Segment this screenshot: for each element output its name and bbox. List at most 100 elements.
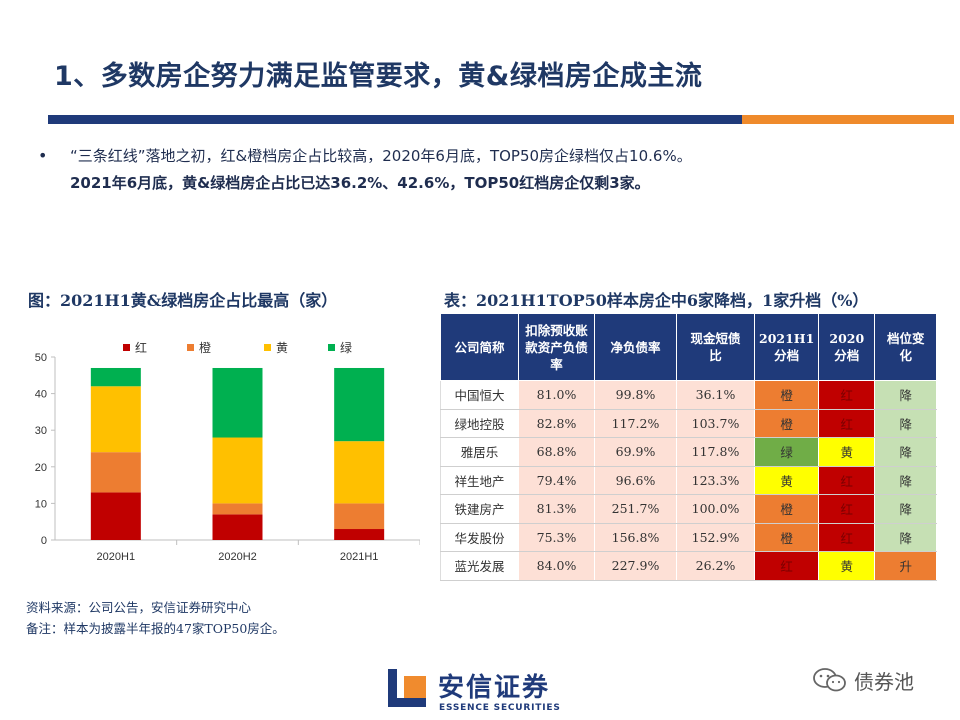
bar-segment-2021H1-黄	[334, 441, 385, 504]
bar-segment-2021H1-绿	[334, 367, 385, 442]
table-header-row: 公司简称 扣除预收账款资产负债率 净负债率 现金短债比 2021H1分档 202…	[440, 313, 938, 381]
cell-tier-2021h1: 红	[753, 551, 820, 581]
cell-tier-change: 降	[874, 408, 938, 438]
cell-company: 雅居乐	[440, 437, 519, 467]
header-net-debt-ratio: 净负债率	[594, 313, 677, 381]
x-tick-label: 2020H2	[218, 551, 257, 563]
cell-tier-2020: 黄	[818, 551, 876, 581]
cell-net-debt-ratio: 227.9%	[594, 551, 677, 581]
cell-cash-short-debt: 117.8%	[676, 437, 755, 467]
cell-tier-change: 升	[874, 551, 938, 581]
cell-tier-2020: 红	[818, 465, 876, 495]
cell-cash-short-debt: 100.0%	[676, 494, 755, 524]
company-logo: 安信证券 ESSENCE SECURITIES	[388, 665, 588, 717]
cell-asset-liability-ratio: 82.8%	[518, 408, 595, 438]
header-tier-change: 档位变化	[874, 313, 938, 381]
y-tick-label: 0	[41, 535, 47, 547]
bar-segment-2020H2-橙	[212, 503, 263, 515]
cell-tier-2021h1: 橙	[753, 494, 820, 524]
cell-tier-2020: 红	[818, 408, 876, 438]
title-bar-navy	[48, 115, 742, 124]
cell-tier-2020: 红	[818, 380, 876, 410]
bar-segment-2020H1-绿	[90, 367, 141, 387]
legend-label-黄: 黄	[276, 341, 288, 355]
cell-tier-2021h1: 黄	[753, 465, 820, 495]
header-company: 公司简称	[440, 313, 519, 381]
bullet-marker: •	[38, 146, 48, 165]
table-row: 华发股份 75.3% 156.8% 152.9% 橙红降	[440, 522, 938, 552]
stacked-bar-chart: 0 10 20 30 40 50 2020H1 2020H2 2021H1 红 橙 黄 绿	[35, 340, 420, 563]
cell-cash-short-debt: 36.1%	[676, 380, 755, 410]
legend-label-红: 红	[135, 340, 147, 355]
cell-tier-change: 降	[874, 522, 938, 552]
cell-tier-2020: 红	[818, 494, 876, 524]
bar-segment-2020H2-红	[212, 514, 263, 540]
cell-net-debt-ratio: 156.8%	[594, 522, 677, 552]
cell-company: 华发股份	[440, 522, 519, 552]
x-tick-label: 2021H1	[340, 551, 379, 563]
cell-company: 祥生地产	[440, 465, 519, 495]
cell-tier-2021h1: 橙	[753, 408, 820, 438]
wechat-icon	[813, 668, 846, 692]
table-title: 表：2021H1TOP50样本房企中6家降档，1家升档（%）	[444, 291, 869, 310]
cell-company: 铁建房产	[440, 494, 519, 524]
cell-tier-2021h1: 绿	[753, 437, 820, 467]
legend-label-绿: 绿	[340, 340, 352, 355]
wechat-watermark: 债券池	[812, 664, 942, 694]
title-underline-bar	[48, 115, 954, 124]
bullet-text-line1: “三条红线”落地之初，红&橙档房企占比较高，2020年6月底，TOP50房企绿档…	[70, 147, 692, 165]
title-bar-orange	[742, 115, 954, 124]
cell-cash-short-debt: 123.3%	[676, 465, 755, 495]
x-tick-label: 2020H1	[97, 551, 136, 563]
cell-asset-liability-ratio: 84.0%	[518, 551, 595, 581]
logo-mark-icon	[388, 669, 426, 707]
legend-swatch-黄	[264, 344, 271, 351]
cell-tier-2020: 黄	[818, 437, 876, 467]
logo-subtitle: ESSENCE SECURITIES	[439, 703, 561, 713]
cell-tier-change: 降	[874, 465, 938, 495]
cell-net-debt-ratio: 69.9%	[594, 437, 677, 467]
y-tick-label: 40	[35, 389, 47, 401]
source-note: 资料来源：公司公告，安信证券研究中心 备注：样本为披露半年报的47家TOP50房…	[26, 597, 285, 639]
cell-asset-liability-ratio: 75.3%	[518, 522, 595, 552]
bar-segment-2020H1-红	[90, 492, 141, 540]
table-row: 铁建房产 81.3% 251.7% 100.0% 橙红降	[440, 494, 938, 524]
cell-tier-2021h1: 橙	[753, 380, 820, 410]
cell-asset-liability-ratio: 81.0%	[518, 380, 595, 410]
bar-segment-2020H1-黄	[90, 386, 141, 453]
y-tick-label: 10	[35, 498, 47, 510]
cell-tier-2021h1: 橙	[753, 522, 820, 552]
y-tick-label: 30	[35, 425, 47, 437]
tier-change-table: 公司简称 扣除预收账款资产负债率 净负债率 现金短债比 2021H1分档 202…	[440, 313, 938, 581]
legend-swatch-红	[123, 344, 130, 351]
chart-title: 图：2021H1黄&绿档房企占比最高（家）	[28, 291, 338, 310]
cell-net-debt-ratio: 99.8%	[594, 380, 677, 410]
cell-asset-liability-ratio: 79.4%	[518, 465, 595, 495]
cell-company: 中国恒大	[440, 380, 519, 410]
table-row: 祥生地产 79.4% 96.6% 123.3% 黄红降	[440, 465, 938, 495]
cell-tier-change: 降	[874, 494, 938, 524]
cell-company: 绿地控股	[440, 408, 519, 438]
table-row: 蓝光发展 84.0% 227.9% 26.2% 红黄升	[440, 551, 938, 581]
watermark-text: 债券池	[854, 670, 914, 694]
cell-tier-change: 降	[874, 437, 938, 467]
slide-title: 1、多数房企努力满足监管要求，黄&绿档房企成主流	[54, 61, 703, 92]
header-tier-2021h1: 2021H1分档	[753, 313, 820, 381]
header-tier-2020: 2020分档	[818, 313, 876, 381]
table-row: 雅居乐 68.8% 69.9% 117.8% 绿黄降	[440, 437, 938, 467]
cell-asset-liability-ratio: 81.3%	[518, 494, 595, 524]
cell-tier-2020: 红	[818, 522, 876, 552]
y-tick-label: 20	[35, 462, 47, 474]
legend-swatch-绿	[328, 344, 335, 351]
bar-segment-2020H2-黄	[212, 437, 263, 504]
legend-swatch-橙	[187, 344, 194, 351]
bar-segment-2020H2-绿	[212, 367, 263, 438]
header-asset-liability-ratio: 扣除预收账款资产负债率	[518, 313, 595, 381]
bar-segment-2021H1-红	[334, 529, 385, 540]
cell-tier-change: 降	[874, 380, 938, 410]
header-cash-short-debt: 现金短债比	[676, 313, 755, 381]
cell-net-debt-ratio: 117.2%	[594, 408, 677, 438]
table-row: 绿地控股 82.8% 117.2% 103.7% 橙红降	[440, 408, 938, 438]
logo-name: 安信证券	[438, 673, 551, 703]
bar-segment-2021H1-橙	[334, 503, 385, 530]
